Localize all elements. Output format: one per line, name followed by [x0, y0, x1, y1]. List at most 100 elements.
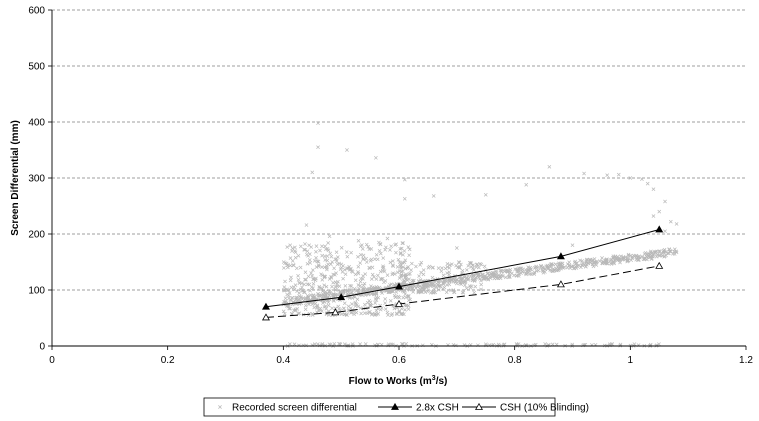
data-point: [605, 261, 610, 266]
x-marker-stroke: [470, 276, 475, 281]
x-marker-stroke: [311, 268, 315, 272]
data-point: [479, 287, 483, 292]
x-marker-stroke: [390, 342, 395, 347]
x-marker-stroke: [343, 272, 348, 277]
x-marker-stroke: [282, 300, 286, 304]
data-point: [484, 343, 488, 348]
x-marker-stroke: [391, 289, 395, 294]
x-marker-stroke: [464, 286, 469, 291]
x-marker-stroke: [290, 259, 295, 263]
data-point: [558, 261, 563, 266]
x-marker-stroke: [322, 283, 327, 288]
legend-label-2.8x-csh: 2.8x CSH: [416, 403, 459, 414]
data-point: [619, 254, 623, 259]
x-marker-stroke: [298, 287, 303, 292]
data-point: [312, 305, 317, 310]
data-point: [362, 281, 367, 286]
data-point: [470, 276, 475, 281]
data-point: [408, 284, 413, 289]
x-marker-stroke: [565, 265, 570, 270]
x-marker-stroke: [385, 236, 390, 241]
x-marker-stroke: [570, 342, 575, 347]
data-point: [628, 343, 633, 348]
data-point: [440, 266, 444, 270]
x-marker-stroke: [312, 342, 317, 346]
data-point: [350, 270, 355, 274]
x-marker-stroke: [392, 293, 397, 298]
data-point: [657, 209, 662, 214]
x-marker-stroke: [359, 252, 363, 257]
x-marker-stroke: [374, 252, 379, 257]
x-marker-stroke: [657, 249, 661, 254]
x-marker-stroke: [302, 247, 306, 252]
data-point: [359, 311, 363, 316]
x-marker-stroke: [473, 284, 478, 289]
data-point: [388, 289, 393, 294]
data-point: [339, 262, 344, 267]
x-marker-stroke: [388, 260, 393, 265]
x-tick-label: 1: [628, 355, 634, 366]
x-marker-stroke: [289, 285, 294, 290]
data-point: [540, 265, 545, 270]
x-marker-stroke: [388, 298, 393, 303]
x-marker-stroke: [302, 290, 306, 295]
x-marker-stroke: [322, 274, 327, 279]
x-marker-stroke: [402, 312, 406, 317]
x-marker-stroke: [407, 253, 411, 258]
x-marker-stroke: [388, 288, 393, 293]
x-marker-stroke: [645, 257, 649, 262]
x-marker-stroke: [422, 282, 426, 287]
x-marker-stroke: [402, 260, 407, 265]
data-point: [396, 294, 401, 299]
x-marker-stroke: [304, 277, 308, 282]
x-marker-stroke: [574, 266, 579, 270]
data-point: [571, 264, 576, 269]
data-point: [365, 311, 370, 316]
x-marker-stroke: [403, 266, 408, 271]
x-marker-stroke: [440, 286, 445, 291]
x-marker-stroke: [507, 272, 512, 276]
data-point: [616, 172, 621, 177]
x-marker-stroke: [341, 290, 346, 295]
data-point: [452, 290, 457, 295]
x-marker-stroke: [374, 277, 379, 281]
x-marker-stroke: [392, 306, 397, 311]
data-point: [482, 277, 486, 282]
data-point: [291, 263, 296, 267]
x-marker-stroke: [322, 305, 327, 309]
x-marker-stroke: [382, 269, 387, 273]
data-point: [402, 196, 407, 201]
x-marker-stroke: [498, 274, 503, 279]
data-point: [320, 253, 324, 258]
data-point: [543, 270, 547, 274]
data-point: [364, 242, 369, 247]
data-point: [298, 244, 303, 249]
x-marker-stroke: [648, 250, 653, 255]
x-marker-stroke: [380, 269, 385, 273]
data-point: [353, 300, 358, 305]
x-marker-stroke: [350, 342, 355, 346]
data-point: [282, 266, 286, 270]
data-point: [524, 182, 529, 187]
data-point: [322, 283, 327, 288]
x-marker-stroke: [625, 258, 630, 263]
x-marker-stroke: [483, 276, 488, 280]
x-marker-stroke: [325, 258, 330, 263]
x-marker-stroke: [419, 270, 423, 275]
data-point: [657, 342, 661, 346]
x-marker-stroke: [524, 272, 528, 277]
x-marker-stroke: [350, 290, 354, 295]
data-point: [430, 275, 435, 280]
data-point: [473, 284, 478, 289]
x-marker-stroke: [628, 176, 633, 180]
x-marker-stroke: [288, 243, 293, 248]
data-point: [498, 274, 503, 279]
data-point: [366, 245, 371, 249]
x-marker-stroke: [477, 265, 481, 270]
data-point: [383, 307, 388, 311]
data-point: [463, 283, 467, 288]
data-point: [499, 273, 504, 277]
x-marker-stroke: [400, 241, 405, 246]
x-marker-stroke: [218, 405, 222, 409]
x-marker-stroke: [410, 287, 415, 291]
